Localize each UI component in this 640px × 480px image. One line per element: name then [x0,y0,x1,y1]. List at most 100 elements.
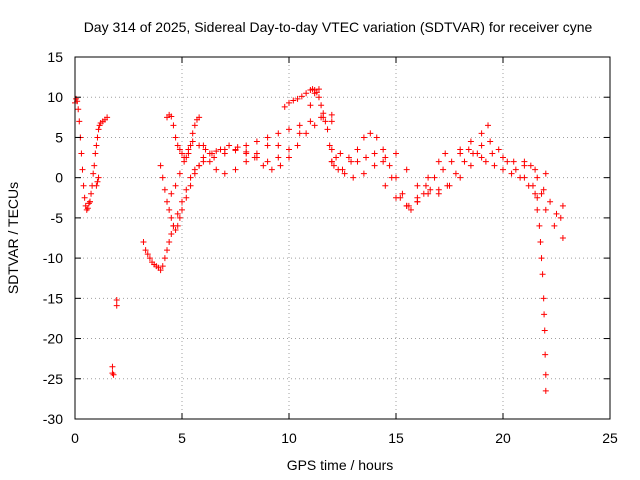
data-point [328,111,335,118]
data-point [532,166,539,173]
data-point [196,114,203,121]
data-point [307,118,314,125]
x-axis-label: GPS time / hours [287,457,394,473]
data-point [553,210,560,217]
data-point [448,158,455,165]
data-point [157,162,164,169]
data-point [354,158,361,165]
data-point [542,170,549,177]
data-point [268,166,275,173]
data-point [328,158,335,165]
data-point [557,214,564,221]
data-point [345,154,352,161]
data-point [542,371,549,378]
data-point [93,142,100,149]
data-point [206,158,213,165]
data-point [427,186,434,193]
data-point [559,235,566,241]
data-point [457,174,464,181]
data-point [393,150,399,157]
data-point [294,142,301,149]
data-point [539,271,546,278]
data-point [168,214,175,221]
y-tick-label: -20 [43,331,63,347]
data-point [367,130,374,137]
axis-ticks: 0 5 10 15 20 25 -30 -25 -20 -15 -10 -5 0 5 10 15 [43,49,618,446]
data-point [495,146,502,153]
data-point [243,158,250,165]
data-point [217,146,224,153]
plot-frame [74,56,611,420]
data-point [157,267,164,274]
data-point [213,148,220,155]
data-point [399,190,406,197]
data-point [81,194,88,201]
data-point [403,202,410,209]
data-point [489,150,496,157]
data-point [211,154,218,161]
data-point [191,170,198,177]
data-point [168,113,175,120]
x-tick-label: 15 [388,430,404,446]
data-point [478,142,485,149]
series-arc-a [140,111,335,274]
data-point [363,154,370,161]
data-point [80,182,87,189]
data-point [79,166,86,173]
data-point [382,182,389,189]
data-point [446,182,453,189]
data-point [189,130,196,137]
data-point [534,206,541,213]
data-point [403,166,410,173]
data-point [478,154,485,161]
data-point [465,146,472,153]
y-tick-label: 10 [47,89,63,105]
data-point [328,118,335,125]
data-point [542,351,549,358]
series-arc-g [328,146,566,241]
data-point [341,170,348,177]
data-point [95,126,102,133]
data-point [91,162,98,169]
data-point [213,166,220,173]
data-point [113,302,120,309]
data-point [185,146,192,153]
data-point [94,178,101,185]
data-point [286,146,292,153]
data-point [264,134,271,141]
data-point [478,130,485,137]
series-early-drop [93,174,102,189]
chart-title: Day 314 of 2025, Sidereal Day-to-day VTE… [84,19,593,35]
series-arc-c [164,111,292,177]
series-early-arc-2 [86,114,111,205]
x-tick-label: 5 [178,430,186,446]
data-point [452,170,459,177]
data-point [537,239,544,246]
data-point [277,162,284,169]
data-point [328,146,335,153]
data-point [380,158,387,165]
series-arc-f [328,130,545,213]
y-tick-label: -25 [43,371,63,387]
data-point [176,146,183,153]
data-point [179,198,185,205]
data-point [296,130,303,137]
data-point [275,142,282,149]
data-point [164,198,171,205]
x-tick-label: 0 [71,430,79,446]
data-point [532,190,539,197]
data-marks [72,86,566,394]
data-point [176,214,183,221]
data-point [232,147,239,154]
data-point [541,311,548,318]
data-point [371,150,378,157]
data-point [286,126,292,133]
x-tick-label: 10 [281,430,297,446]
series-isolated-1 [109,296,120,378]
series-late-arc [521,158,566,221]
data-point [318,102,325,109]
data-point [298,93,305,100]
data-point [168,190,175,197]
data-point [538,255,545,262]
data-point [508,170,515,177]
